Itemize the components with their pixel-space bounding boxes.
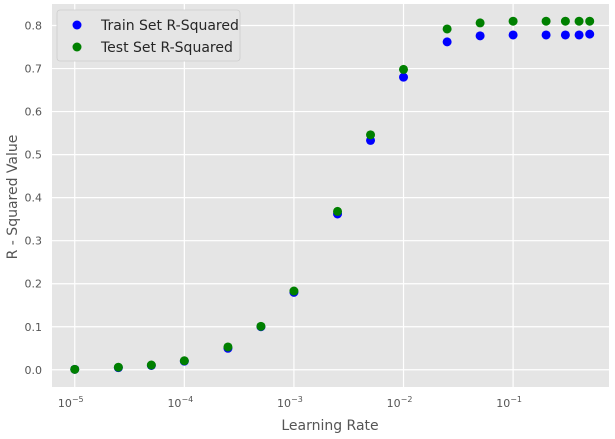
legend-box [56, 9, 241, 62]
train-point [541, 30, 551, 40]
test-point [541, 16, 551, 26]
y-axis-label: R - Squared Value [5, 135, 21, 260]
y-tick-label: 0.6 [25, 106, 43, 119]
train-point [585, 29, 595, 39]
x-tick-label: 10−2 [387, 395, 413, 410]
test-point [508, 16, 518, 26]
test-point [146, 360, 156, 370]
test-point [223, 342, 233, 352]
train-point [560, 30, 570, 40]
test-point [585, 16, 595, 26]
test-point [70, 364, 80, 374]
x-axis-label: Learning Rate [281, 418, 378, 434]
test-point [366, 130, 376, 140]
test-point [399, 64, 409, 74]
train-point [399, 72, 409, 82]
x-tick-label: 10−1 [496, 395, 522, 410]
train-point [574, 30, 584, 40]
train-point [508, 30, 518, 40]
test-point [475, 18, 485, 28]
plot-area [52, 4, 609, 387]
y-tick-label: 0.5 [25, 149, 43, 162]
test-point [442, 24, 452, 34]
x-tick-label: 10−5 [58, 395, 84, 410]
legend-marker-train [72, 20, 82, 30]
test-point [574, 16, 584, 26]
test-point [333, 206, 343, 216]
train-point [442, 37, 452, 47]
legend-marker-test [72, 42, 82, 52]
x-tick-label: 10−4 [167, 395, 193, 410]
grid [52, 4, 609, 387]
data-points [70, 16, 595, 374]
y-tick-label: 0.7 [25, 63, 43, 76]
test-point [289, 286, 299, 296]
y-tick-label: 0.8 [25, 20, 43, 33]
test-point [256, 321, 266, 331]
y-tick-label: 0.2 [25, 278, 43, 291]
train-point [475, 31, 485, 41]
legend-label-test: Test Set R-Squared [100, 40, 233, 56]
y-tick-label: 0.4 [25, 192, 43, 205]
y-tick-label: 0.0 [25, 364, 43, 377]
test-point [560, 16, 570, 26]
y-tick-label: 0.3 [25, 235, 43, 248]
y-tick-label: 0.1 [25, 321, 43, 334]
test-point [179, 356, 189, 366]
x-tick-label: 10−3 [277, 395, 303, 410]
test-point [113, 362, 123, 372]
legend: Train Set R-Squared Test Set R-Squared [56, 9, 241, 62]
legend-label-train: Train Set R-Squared [100, 18, 239, 34]
